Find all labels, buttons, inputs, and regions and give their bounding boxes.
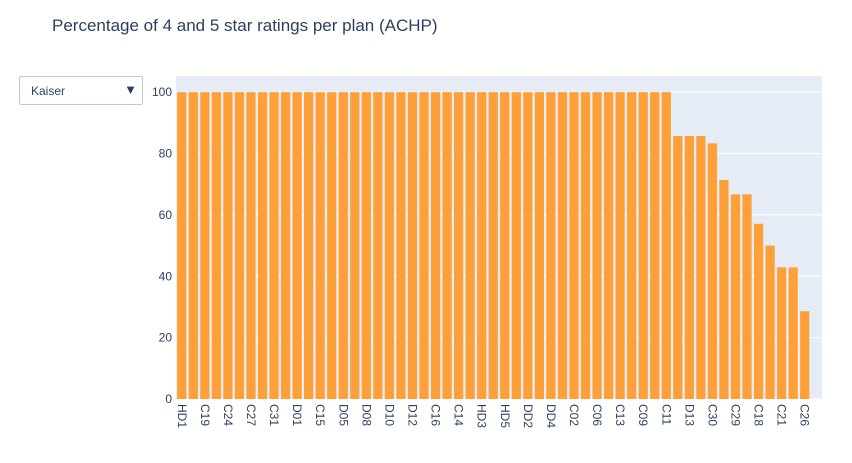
x-tick-label: DD4 xyxy=(544,404,558,428)
x-tick-label: D12 xyxy=(405,404,419,426)
bar xyxy=(730,194,741,399)
x-tick-label: D13 xyxy=(682,404,696,426)
bar xyxy=(384,92,395,399)
bar xyxy=(788,267,798,399)
bar xyxy=(684,136,694,399)
x-tick-label: D08 xyxy=(359,404,373,426)
bar xyxy=(511,92,521,399)
bar xyxy=(603,92,614,399)
bar xyxy=(638,92,648,399)
bar xyxy=(477,92,487,399)
bar xyxy=(454,92,464,399)
bar xyxy=(696,136,706,399)
bar xyxy=(211,92,221,399)
y-tick-label: 0 xyxy=(165,392,172,406)
y-tick-label: 100 xyxy=(152,85,172,99)
dropdown-arrow: ▼ xyxy=(124,82,137,97)
bar xyxy=(800,311,810,399)
bar xyxy=(523,92,533,399)
bar xyxy=(269,92,279,399)
x-tick-label: D10 xyxy=(382,404,396,426)
bar xyxy=(280,92,291,399)
bar xyxy=(650,92,660,399)
x-tick-label: C11 xyxy=(659,404,673,425)
bar xyxy=(719,179,729,399)
bar xyxy=(488,92,498,399)
x-tick-label: D01 xyxy=(290,404,304,426)
x-tick-label: HD3 xyxy=(475,404,489,428)
bar xyxy=(465,92,475,399)
bar xyxy=(742,194,752,399)
x-tick-label: C06 xyxy=(590,404,604,426)
bar xyxy=(177,92,187,399)
x-tick-label: C15 xyxy=(313,404,327,426)
x-tick-label: C09 xyxy=(636,404,650,426)
bar xyxy=(257,92,268,399)
y-tick-label: 80 xyxy=(159,147,173,161)
bar xyxy=(500,92,510,399)
bar xyxy=(707,143,718,399)
x-tick-label: D05 xyxy=(336,404,350,426)
x-tick-label: C14 xyxy=(452,404,466,426)
bar xyxy=(315,92,325,399)
x-tick-label: C19 xyxy=(198,404,212,426)
x-tick-label: C27 xyxy=(244,404,258,426)
x-tick-label: HD5 xyxy=(498,404,512,428)
bar xyxy=(442,92,452,399)
bar xyxy=(292,92,302,399)
bar xyxy=(557,92,568,399)
bar xyxy=(304,92,314,399)
x-tick-label: C13 xyxy=(613,404,627,426)
bar xyxy=(534,92,544,399)
bar xyxy=(188,92,198,399)
bar xyxy=(234,92,245,399)
dropdown-label: Kaiser xyxy=(31,84,66,98)
x-tick-label: C16 xyxy=(429,404,443,426)
x-tick-label: C18 xyxy=(752,404,766,426)
x-tick-label: C30 xyxy=(705,404,719,426)
bar xyxy=(753,223,764,399)
y-tick-label: 60 xyxy=(159,208,173,222)
bar xyxy=(627,92,637,399)
x-tick-label: C26 xyxy=(798,404,812,426)
bar xyxy=(569,92,579,399)
bar xyxy=(419,92,429,399)
bar xyxy=(546,92,556,399)
y-tick-label: 40 xyxy=(159,269,173,283)
bar xyxy=(361,92,371,399)
bar xyxy=(580,92,591,399)
x-tick-label: HD1 xyxy=(175,404,189,428)
dropdown[interactable]: Kaiser ▼ xyxy=(19,76,143,105)
x-tick-label: C21 xyxy=(775,404,789,426)
chart-title: Percentage of 4 and 5 star ratings per p… xyxy=(52,16,438,35)
bar xyxy=(673,136,683,399)
bar xyxy=(246,92,256,399)
bar xyxy=(223,92,233,399)
x-tick-label: C29 xyxy=(728,404,742,426)
bar xyxy=(765,245,775,399)
bar xyxy=(407,92,418,399)
bar xyxy=(373,92,383,399)
bar xyxy=(615,92,625,399)
bar xyxy=(592,92,602,399)
x-tick-label: C31 xyxy=(267,404,281,426)
bar xyxy=(430,92,441,399)
y-tick-label: 20 xyxy=(159,331,173,345)
bar xyxy=(661,92,671,399)
bar xyxy=(200,92,210,399)
x-tick-label: C02 xyxy=(567,404,581,426)
bar xyxy=(350,92,360,399)
bar xyxy=(396,92,406,399)
bar xyxy=(338,92,348,399)
x-tick-label: C24 xyxy=(221,404,235,426)
bar xyxy=(777,267,787,399)
bar xyxy=(327,92,337,399)
x-tick-label: DD2 xyxy=(521,404,535,428)
